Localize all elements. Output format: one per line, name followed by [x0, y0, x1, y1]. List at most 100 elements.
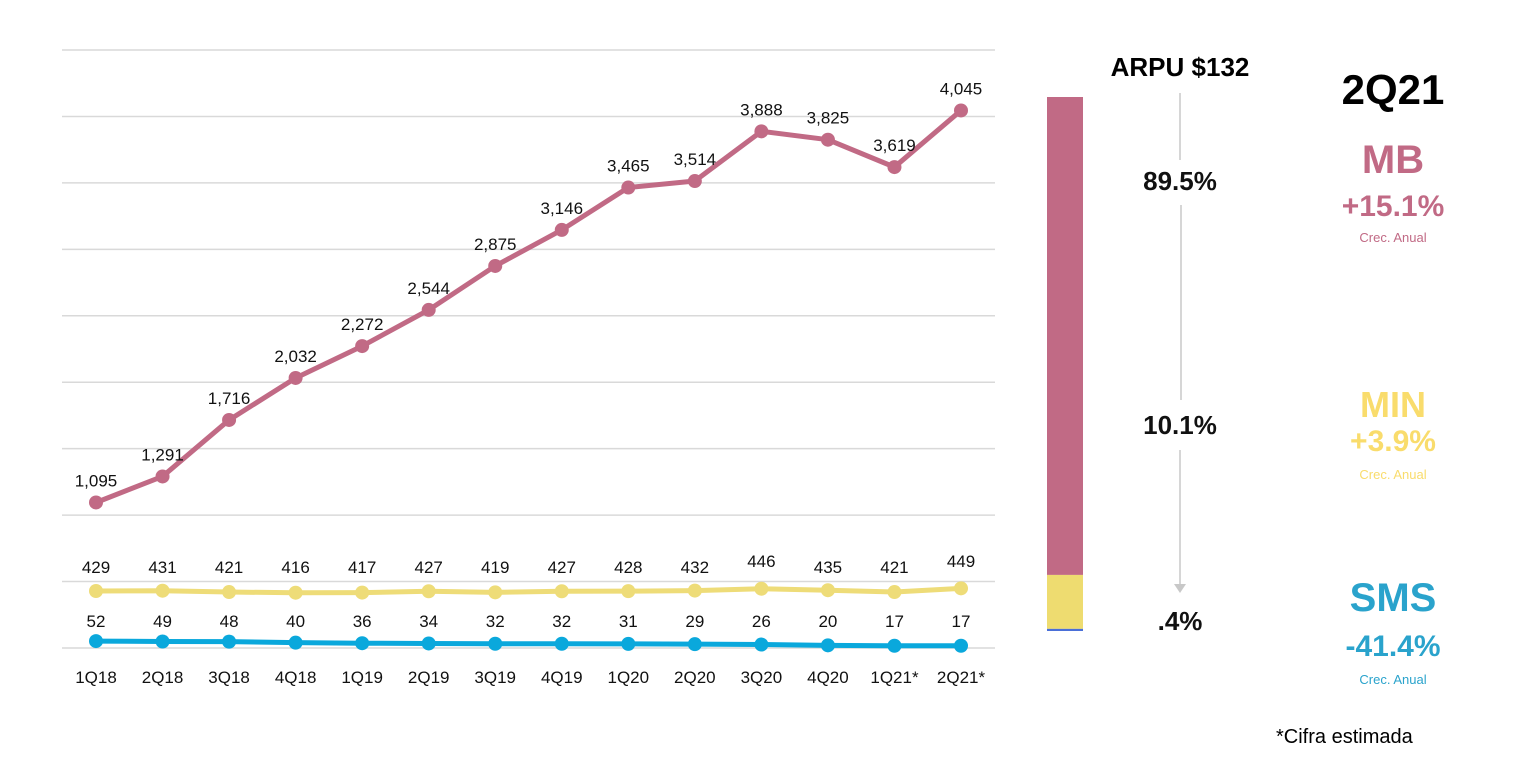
min-caption: Crec. Anual — [1359, 467, 1427, 482]
data-point-mb — [754, 124, 769, 139]
x-tick-label: 3Q18 — [208, 668, 250, 687]
data-point-min — [421, 584, 436, 599]
data-point-mb — [89, 495, 103, 510]
data-point-sms — [954, 638, 968, 653]
data-label-sms: 26 — [752, 612, 771, 631]
data-label-sms: 40 — [286, 612, 305, 631]
data-point-min — [820, 583, 835, 598]
x-tick-label: 3Q19 — [474, 668, 516, 687]
x-tick-label: 2Q21* — [937, 668, 986, 687]
data-label-sms: 17 — [952, 612, 971, 631]
data-label-mb: 2,032 — [274, 347, 317, 366]
min-name: MIN — [1360, 384, 1426, 425]
data-label-mb: 2,272 — [341, 315, 384, 334]
x-tick-label: 2Q20 — [674, 668, 716, 687]
data-point-mb — [288, 370, 303, 385]
data-point-sms — [887, 638, 902, 653]
x-tick-label: 4Q18 — [275, 668, 317, 687]
x-tick-label: 1Q18 — [75, 668, 117, 687]
data-label-sms: 52 — [87, 612, 106, 631]
data-point-sms — [155, 634, 170, 649]
data-point-mb — [621, 180, 636, 195]
series-line-sms — [95, 638, 961, 649]
data-label-min: 416 — [281, 558, 309, 577]
data-point-mb — [954, 103, 968, 118]
data-label-min: 428 — [614, 558, 642, 577]
data-point-mb — [554, 222, 569, 237]
arrow-down-icon — [1174, 584, 1186, 593]
data-point-min — [754, 581, 769, 596]
arpu-title: ARPU $132 — [1110, 52, 1250, 82]
data-label-min: 417 — [348, 558, 376, 577]
data-label-mb: 3,465 — [607, 157, 650, 176]
data-label-mb: 3,619 — [873, 136, 916, 155]
x-tick-label: 4Q20 — [807, 668, 849, 687]
data-point-sms — [89, 634, 103, 649]
period-title: 2Q21 — [1341, 66, 1445, 113]
data-label-sms: 32 — [486, 612, 505, 631]
data-label-mb: 1,095 — [75, 471, 118, 490]
data-label-sms: 48 — [220, 612, 239, 631]
data-point-sms — [355, 636, 370, 651]
data-label-mb: 3,825 — [807, 109, 850, 128]
data-label-min: 432 — [681, 558, 709, 577]
data-point-min — [887, 585, 902, 600]
x-tick-label: 4Q19 — [541, 668, 583, 687]
data-point-mb — [687, 174, 702, 189]
data-point-mb — [421, 302, 436, 317]
data-point-sms — [687, 637, 702, 652]
data-point-min — [288, 585, 303, 600]
mb-share-label: 89.5% — [1143, 166, 1217, 196]
data-point-min — [621, 584, 636, 599]
data-label-min: 431 — [148, 558, 176, 577]
data-label-sms: 20 — [818, 612, 837, 631]
data-label-mb: 1,291 — [141, 445, 184, 464]
data-label-min: 419 — [481, 558, 509, 577]
data-point-sms — [222, 634, 237, 649]
stacked-bar-segment-sms — [1047, 628, 1083, 631]
mb-name: MB — [1361, 138, 1425, 182]
data-label-mb: 1,716 — [208, 389, 251, 408]
data-label-mb: 2,544 — [407, 279, 450, 298]
sms-name: SMS — [1349, 576, 1437, 620]
min-growth: +3.9% — [1350, 425, 1436, 458]
data-label-mb: 3,514 — [674, 150, 717, 169]
series-line-mb — [95, 108, 963, 505]
stacked-bar-segment-min — [1047, 574, 1083, 629]
data-point-sms — [554, 636, 569, 651]
x-tick-label: 1Q19 — [341, 668, 383, 687]
data-point-min — [222, 585, 237, 600]
data-label-sms: 36 — [353, 612, 372, 631]
data-label-mb: 4,045 — [940, 79, 983, 98]
data-label-min: 435 — [814, 558, 842, 577]
footnote: *Cifra estimada — [1276, 726, 1413, 748]
data-point-sms — [820, 638, 835, 653]
data-label-sms: 31 — [619, 612, 638, 631]
data-point-sms — [288, 635, 303, 650]
data-point-mb — [488, 258, 503, 273]
data-label-sms: 17 — [885, 612, 904, 631]
mb-caption: Crec. Anual — [1359, 230, 1427, 245]
data-label-sms: 29 — [685, 612, 704, 631]
series-line-min — [95, 585, 962, 596]
data-point-min — [554, 584, 569, 599]
data-label-sms: 32 — [552, 612, 571, 631]
data-label-min: 446 — [747, 552, 775, 571]
data-label-min: 449 — [947, 552, 975, 571]
data-point-mb — [820, 132, 835, 147]
data-label-min: 421 — [880, 558, 908, 577]
data-point-min — [355, 585, 370, 600]
data-point-min — [89, 583, 103, 598]
data-label-min: 427 — [548, 558, 576, 577]
data-point-min — [687, 583, 702, 598]
data-point-mb — [887, 160, 902, 175]
data-point-sms — [621, 636, 636, 651]
data-label-mb: 2,875 — [474, 235, 517, 254]
data-point-min — [155, 583, 170, 598]
data-point-sms — [421, 636, 436, 651]
data-label-min: 427 — [415, 558, 443, 577]
x-tick-label: 1Q21* — [870, 668, 919, 687]
data-label-min: 429 — [82, 558, 110, 577]
sms-growth: -41.4% — [1345, 630, 1441, 663]
